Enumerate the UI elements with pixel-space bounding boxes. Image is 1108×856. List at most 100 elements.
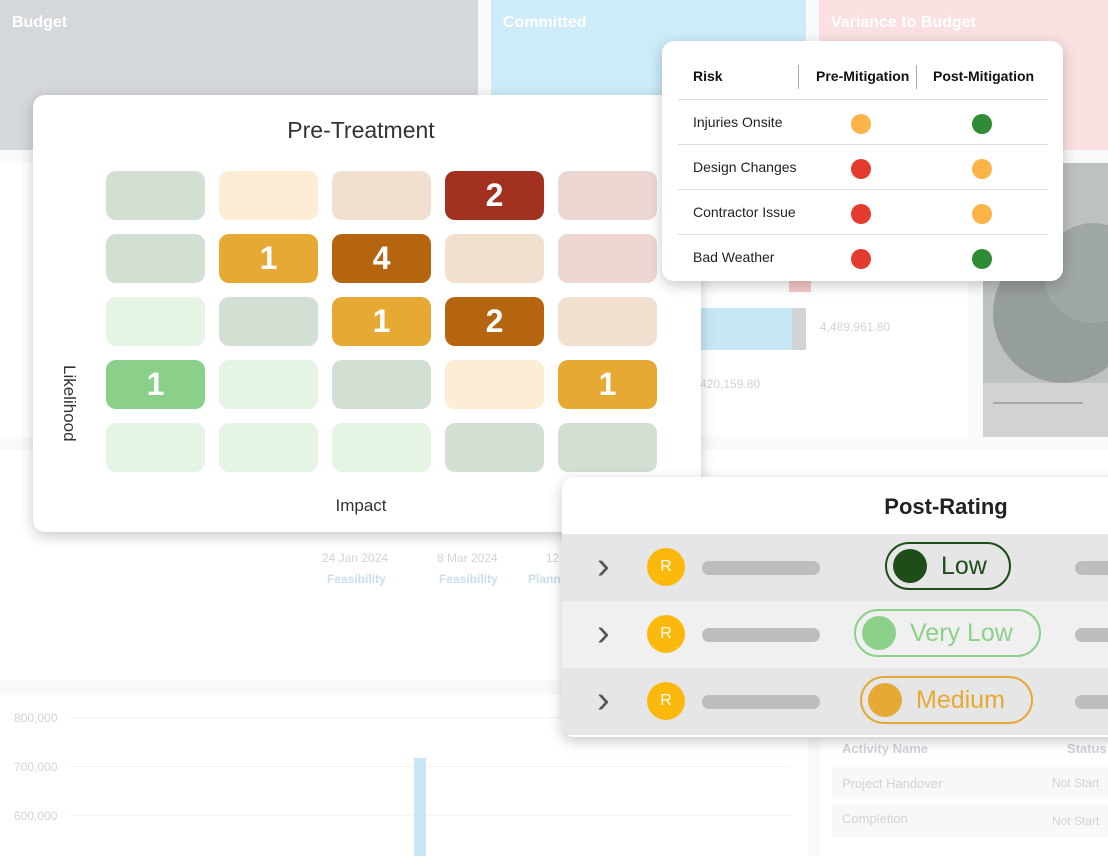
risk-name: Design Changes: [693, 159, 797, 175]
placeholder-bar: [702, 628, 820, 642]
placeholder-bar: [1075, 561, 1108, 575]
risk-matrix-cell: 1: [558, 360, 657, 409]
activity-header-status: Status: [1067, 741, 1107, 756]
y-tick-800000: 800,000: [14, 711, 58, 725]
pre-mitigation-status-dot: [851, 249, 871, 269]
risk-matrix-cell: [106, 234, 205, 283]
post-rating-row[interactable]: › R Very Low: [562, 601, 1108, 668]
risk-matrix-cell: [106, 423, 205, 472]
gridline: [70, 717, 790, 718]
risk-matrix-cell: [219, 423, 318, 472]
risk-matrix-cell: [445, 423, 544, 472]
timeline-stage-2: Feasibility: [439, 572, 498, 586]
risk-matrix-cell: [332, 171, 431, 220]
impact-axis-label: Impact: [335, 496, 387, 515]
risk-matrix-cell: [219, 297, 318, 346]
chart-bar: [414, 758, 426, 856]
risk-matrix-cell: 2: [445, 171, 544, 220]
risk-name: Injuries Onsite: [693, 114, 783, 130]
likelihood-axis-label: Likelihood: [60, 365, 79, 442]
activity-row: Project Handover Not Start: [832, 767, 1108, 799]
kpi-committed-label: Committed: [503, 14, 587, 31]
risk-matrix-cell: 1: [219, 234, 318, 283]
post-mitigation-status-dot: [972, 114, 992, 134]
activity-row: Completion Not Start: [832, 805, 1108, 837]
post-rating-card: Post-Rating › R Low › R Very Low › R Medium: [562, 477, 1108, 737]
rating-badge: Very Low: [854, 609, 1041, 657]
post-mitigation-column-header: Post-Mitigation: [933, 68, 1035, 84]
post-mitigation-status-dot: [972, 159, 992, 179]
pre-mitigation-status-dot: [851, 114, 871, 134]
activity-header-name: Activity Name: [842, 741, 928, 756]
risk-matrix-cell: [106, 297, 205, 346]
column-divider: [916, 65, 917, 89]
rating-indicator: [862, 616, 896, 650]
timeline-date-2: 8 Mar 2024: [437, 551, 498, 565]
pre-treatment-title: Pre-Treatment: [287, 117, 435, 143]
timeline-stage-3: Plann: [528, 572, 561, 586]
kpi-variance-label: Variance to Budget: [831, 14, 976, 31]
chevron-right-icon[interactable]: ›: [597, 679, 610, 721]
risk-row[interactable]: Design Changes: [678, 144, 1048, 188]
risk-matrix-cell: 1: [106, 360, 205, 409]
risk-row[interactable]: Injuries Onsite: [678, 99, 1048, 143]
column-divider: [798, 65, 799, 89]
timeline-stage-1: Feasibility: [327, 572, 386, 586]
risk-matrix-cell: [558, 171, 657, 220]
y-tick-700000: 700,000: [14, 760, 58, 774]
y-tick-600000: 600,000: [14, 809, 58, 823]
post-rating-row[interactable]: › R Low: [562, 534, 1108, 601]
placeholder-bar: [1075, 628, 1108, 642]
risk-matrix-cell: 2: [445, 297, 544, 346]
risk-matrix-cell: [445, 234, 544, 283]
avatar: R: [647, 615, 685, 653]
gridline: [70, 766, 790, 767]
rating-indicator: [868, 683, 902, 717]
pre-mitigation-status-dot: [851, 159, 871, 179]
post-rating-title: Post-Rating: [884, 494, 1008, 519]
post-rating-row[interactable]: › R Medium: [562, 668, 1108, 735]
placeholder-bar: [702, 561, 820, 575]
risk-matrix-cell: [558, 423, 657, 472]
placeholder-bar: [1075, 695, 1108, 709]
risk-matrix-cell: [558, 234, 657, 283]
pre-mitigation-status-dot: [851, 204, 871, 224]
timeline-date-1: 24 Jan 2024: [322, 551, 389, 565]
gridline: [70, 815, 790, 816]
risk-column-header: Risk: [693, 68, 723, 84]
risk-row[interactable]: Bad Weather: [678, 234, 1048, 278]
risk-matrix-cell: [219, 171, 318, 220]
chevron-right-icon[interactable]: ›: [597, 612, 610, 654]
risk-row[interactable]: Contractor Issue: [678, 189, 1048, 233]
bar-value-committed: 4,489,961.80: [820, 320, 891, 334]
risk-matrix-cell: [106, 171, 205, 220]
site-photo: [983, 163, 1108, 437]
chart-panel: 800,000 700,000 600,000: [0, 695, 808, 856]
committed-bar: [700, 308, 795, 350]
pre-mitigation-column-header: Pre-Mitigation: [816, 68, 910, 84]
risk-matrix-cell: [332, 423, 431, 472]
rating-label: Very Low: [910, 618, 1013, 647]
rating-label: Medium: [916, 685, 1005, 714]
rating-label: Low: [941, 551, 987, 580]
activity-status: Not Start: [1052, 814, 1100, 828]
risk-matrix-cell: [219, 360, 318, 409]
kpi-budget-label: Budget: [12, 14, 68, 31]
risk-matrix-cell: 4: [332, 234, 431, 283]
activity-name: Completion: [842, 811, 908, 826]
rating-badge: Low: [885, 542, 1011, 590]
activity-status: Not Start: [1052, 776, 1100, 790]
risk-name: Bad Weather: [693, 249, 775, 265]
placeholder-bar: [702, 695, 820, 709]
timeline-date-3: 12: [546, 551, 560, 565]
post-mitigation-status-dot: [972, 204, 992, 224]
risk-mitigation-card: Risk Pre-Mitigation Post-Mitigation Inju…: [662, 41, 1063, 281]
risk-name: Contractor Issue: [693, 204, 796, 220]
rating-badge: Medium: [860, 676, 1033, 724]
chevron-right-icon[interactable]: ›: [597, 545, 610, 587]
risk-matrix-cell: [558, 297, 657, 346]
variance-bar: [792, 308, 806, 350]
risk-matrix-cell: 1: [332, 297, 431, 346]
avatar: R: [647, 548, 685, 586]
